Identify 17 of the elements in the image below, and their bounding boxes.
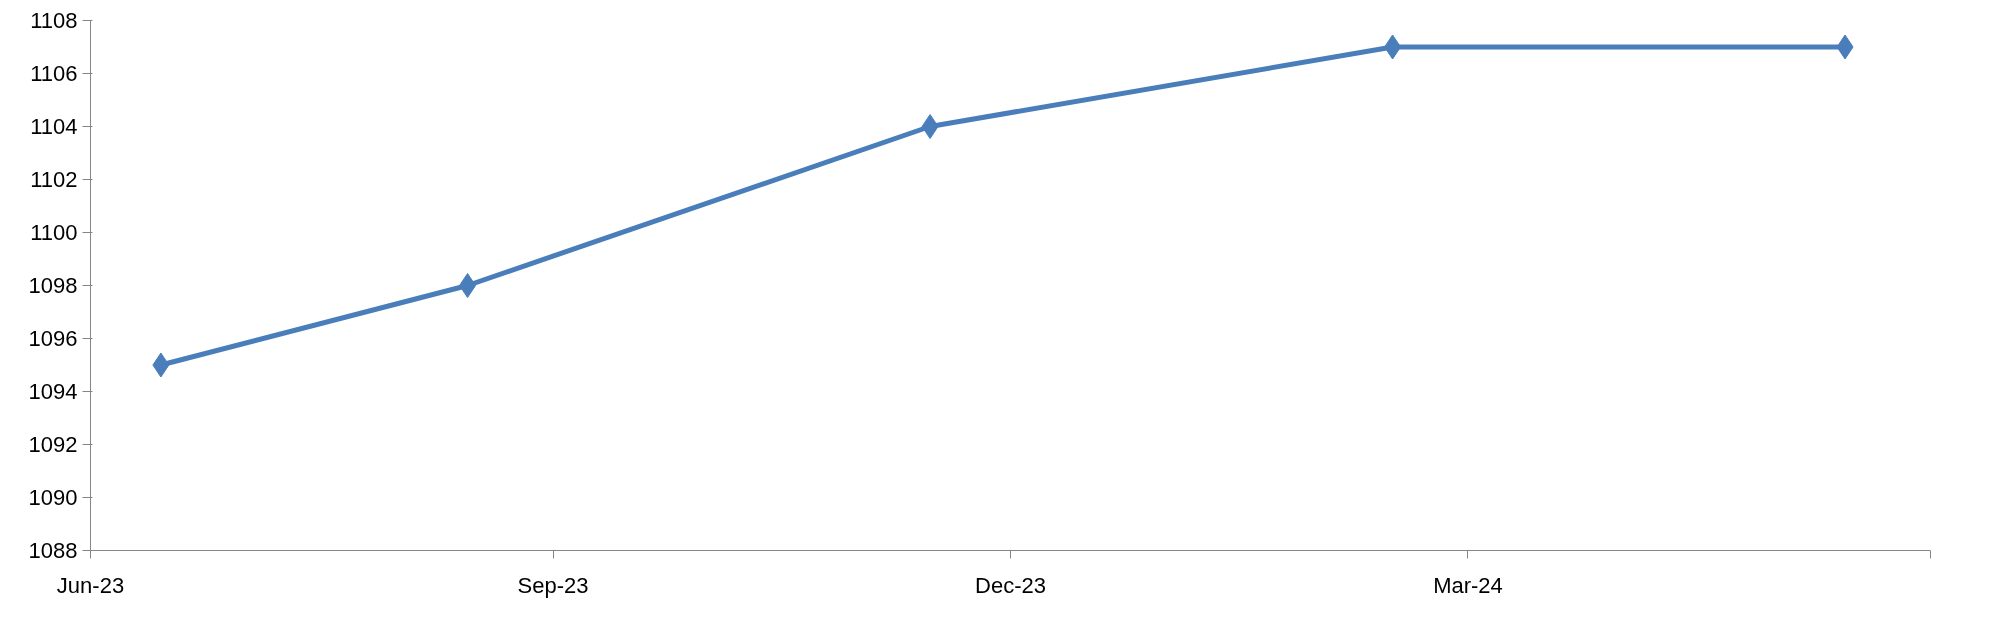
- y-tick-label: 1092: [28, 432, 78, 457]
- y-tick-label: 1108: [30, 8, 78, 33]
- x-tick-label: Mar-24: [1433, 572, 1503, 598]
- y-tick-label: 1104: [30, 114, 78, 139]
- x-tick-label: Dec-23: [975, 572, 1046, 598]
- y-tick-label: 1098: [28, 273, 78, 298]
- x-tick-label: Jun-23: [56, 572, 125, 598]
- y-tick-label: 1100: [30, 220, 78, 245]
- y-tick-label: 1102: [30, 167, 78, 192]
- y-tick-label: 1106: [30, 61, 78, 86]
- y-tick-label: 1094: [28, 379, 78, 404]
- y-tick-label: 1090: [28, 485, 78, 510]
- x-tick-label: Sep-23: [517, 572, 589, 598]
- point: [459, 273, 477, 298]
- point: [921, 114, 939, 139]
- y-tick-label: 1088: [28, 538, 78, 563]
- y-tick-label: 1096: [28, 326, 78, 351]
